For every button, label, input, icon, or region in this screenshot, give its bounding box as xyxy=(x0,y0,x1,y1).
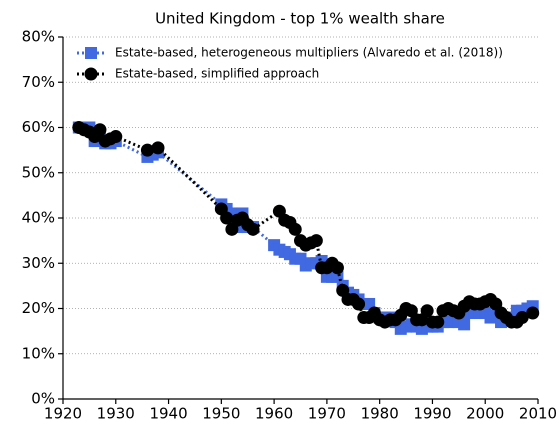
y-tick-label: 60% xyxy=(22,118,55,136)
x-tick-label: 1970 xyxy=(308,405,346,423)
chart-title: United Kingdom - top 1% wealth share xyxy=(155,10,445,28)
x-tick-label: 1930 xyxy=(97,405,135,423)
data-point xyxy=(309,234,323,248)
x-tick-label: 1920 xyxy=(44,405,82,423)
y-tick-label: 0% xyxy=(31,390,55,408)
y-tick-label: 50% xyxy=(22,163,55,181)
x-tick-label: 1940 xyxy=(149,405,187,423)
data-point xyxy=(315,254,328,267)
data-point xyxy=(515,311,529,325)
data-point xyxy=(352,297,366,311)
x-tick-label: 2010 xyxy=(519,405,557,423)
y-tick-label: 80% xyxy=(22,28,55,46)
x-tick-label: 2000 xyxy=(466,405,504,423)
x-tick-label: 1990 xyxy=(413,405,451,423)
y-tick-label: 20% xyxy=(22,299,55,317)
data-point xyxy=(420,304,434,318)
data-point xyxy=(220,211,234,225)
data-point xyxy=(93,123,107,137)
x-tick-label: 1960 xyxy=(255,405,293,423)
legend-marker xyxy=(85,47,97,59)
data-point xyxy=(109,130,123,144)
y-tick-label: 30% xyxy=(22,254,55,272)
data-point xyxy=(151,141,165,155)
data-point xyxy=(288,222,302,236)
x-tick-label: 1950 xyxy=(202,405,240,423)
data-point xyxy=(246,222,260,236)
x-tick-label: 1980 xyxy=(361,405,399,423)
y-tick-label: 40% xyxy=(22,209,55,227)
y-tick-label: 70% xyxy=(22,73,55,91)
legend-label: Estate-based, simplified approach xyxy=(115,67,319,81)
data-point xyxy=(431,315,445,329)
y-tick-label: 10% xyxy=(22,344,55,362)
data-point xyxy=(330,261,344,275)
data-point xyxy=(140,143,154,157)
data-point xyxy=(458,318,471,331)
legend-marker xyxy=(84,67,98,81)
data-point xyxy=(526,306,540,320)
legend-label: Estate-based, heterogeneous multipliers … xyxy=(115,46,503,60)
